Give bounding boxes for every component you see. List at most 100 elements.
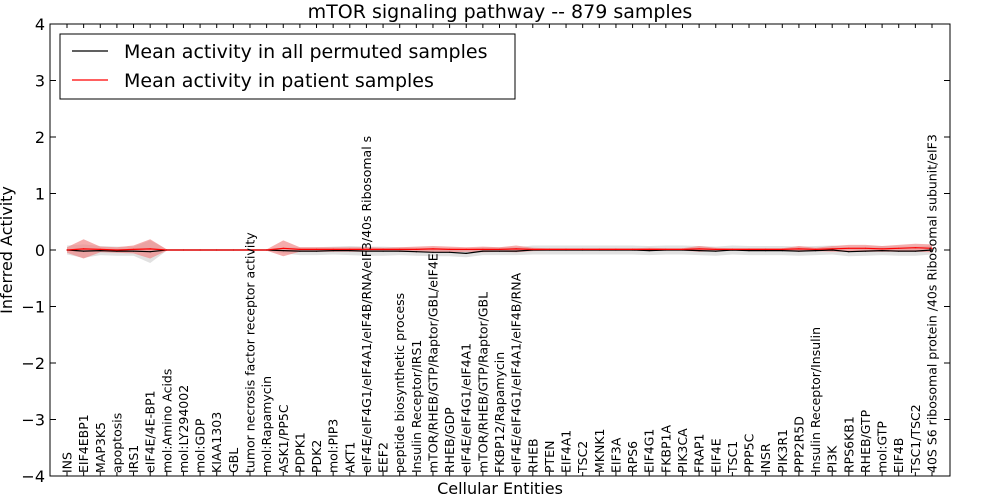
x-tick-label: EIF4G1 [642, 429, 657, 473]
point-series-0-18 [365, 250, 367, 252]
point-series-0-16 [332, 250, 334, 252]
point-series-1-2 [99, 248, 101, 250]
point-series-0-38 [698, 250, 700, 252]
point-series-1-29 [548, 248, 551, 250]
point-series-1-37 [681, 248, 684, 250]
point-series-0-1 [83, 250, 85, 252]
point-series-1-1 [83, 248, 85, 250]
x-tick-label: mTOR/RHEB/GTP/Raptor/GBL [475, 292, 490, 473]
x-tick-label: KIAA1303 [209, 412, 224, 473]
point-series-0-46 [831, 249, 833, 251]
x-tick-label: TSC1 [725, 441, 740, 474]
y-axis-label: Inferred Activity [0, 186, 16, 314]
point-series-1-34 [632, 248, 634, 250]
point-series-1-36 [665, 248, 667, 250]
x-tick-label: INS [60, 452, 75, 473]
point-series-1-35 [648, 248, 650, 250]
point-series-0-19 [382, 250, 384, 252]
point-series-0-23 [449, 251, 451, 253]
point-series-1-33 [615, 248, 617, 250]
plot-frame [49, 23, 951, 477]
point-series-1-15 [315, 248, 318, 250]
point-series-1-17 [349, 248, 351, 250]
x-tick-label: 40S S6 ribosomal protein /40s Ribosomal … [925, 134, 940, 473]
point-series-0-39 [715, 250, 717, 252]
x-tick-label: PIK3R1 [775, 429, 790, 473]
point-series-1-23 [449, 248, 451, 250]
point-series-1-16 [332, 248, 334, 250]
x-tick-label: RHEB/GDP [442, 407, 457, 473]
point-series-0-20 [399, 250, 401, 252]
point-series-1-8 [199, 249, 201, 251]
x-tick-label: FRAP1 [692, 434, 707, 473]
point-series-0-3 [116, 250, 118, 252]
point-series-1-39 [715, 248, 717, 250]
point-series-0-22 [432, 251, 434, 253]
point-series-1-31 [582, 248, 584, 250]
point-series-1-4 [132, 248, 135, 250]
point-series-1-30 [565, 248, 567, 250]
point-series-1-38 [698, 248, 700, 250]
point-series-0-44 [798, 250, 800, 252]
x-tick-label: RPS6 [625, 441, 640, 473]
point-series-0-2 [99, 250, 101, 252]
point-series-1-12 [266, 249, 268, 251]
point-series-1-52 [931, 247, 933, 249]
point-series-1-50 [898, 247, 900, 249]
point-series-1-13 [282, 247, 284, 249]
x-tick-label: MAP3K5 [93, 422, 108, 473]
legend-label-patient: Mean activity in patient samples [124, 70, 434, 92]
x-tick-label: AKT1 [342, 442, 357, 473]
point-series-1-14 [299, 248, 301, 250]
point-series-1-32 [598, 248, 600, 250]
x-tick-label: GBL [226, 448, 241, 473]
x-tick-label: apoptosis [109, 413, 124, 473]
point-series-1-51 [914, 247, 917, 249]
point-series-1-21 [415, 248, 417, 250]
y-tick-label: 4 [35, 15, 45, 34]
point-series-0-13 [282, 250, 284, 252]
legend-box [59, 33, 516, 100]
y-tick-label: 2 [35, 128, 45, 147]
point-series-0-35 [648, 250, 650, 252]
y-tick-label: −4 [21, 467, 45, 486]
point-series-0-43 [781, 250, 783, 252]
point-series-1-5 [149, 248, 151, 250]
x-tick-label: PDK2 [309, 440, 324, 473]
chart-title: mTOR signaling pathway -- 879 samples [308, 1, 693, 23]
point-series-0-25 [482, 250, 484, 252]
x-tick-label: RPS6KB1 [841, 416, 856, 473]
point-series-0-41 [748, 250, 750, 252]
point-series-1-7 [182, 249, 184, 251]
point-series-0-52 [931, 249, 933, 251]
x-tick-label: mTOR/RHEB/GTP/Raptor/GBL/eIF4E [426, 253, 441, 473]
x-tick-label: PPP2R5D [791, 416, 806, 473]
y-tick-label: −3 [21, 411, 45, 430]
x-tick-label: mol:GTP [875, 421, 890, 473]
y-axis-ticks: −4 −3 −2 −1 0 1 2 3 4 [21, 15, 950, 486]
point-series-1-11 [249, 249, 251, 251]
x-tick-label: PPP5C [742, 433, 757, 473]
x-tick-label: PI3K [825, 445, 840, 473]
x-axis-label: Cellular Entities [437, 479, 563, 498]
point-series-1-45 [815, 248, 817, 250]
point-series-1-28 [532, 248, 534, 250]
y-tick-label: −2 [21, 354, 45, 373]
x-tick-label: EIF4B [891, 438, 906, 473]
point-series-0-4 [132, 250, 135, 252]
x-tick-label: EIF4E [708, 438, 723, 473]
x-tick-label: eIF4E/eIF4G1/eIF4A1 [459, 343, 474, 473]
point-series-0-47 [848, 251, 850, 253]
legend-label-permuted: Mean activity in all permuted samples [124, 41, 487, 63]
point-series-0-27 [515, 250, 517, 252]
y-tick-label: 3 [35, 72, 45, 91]
point-series-0-24 [465, 252, 467, 254]
x-tick-label: TSC1/TSC2 [908, 404, 923, 474]
x-tick-label: INSR [758, 443, 773, 473]
point-series-1-6 [166, 249, 168, 251]
point-series-0-50 [898, 250, 900, 252]
x-tick-label: EIF3A [608, 437, 623, 473]
x-tick-label: PIK3CA [675, 428, 690, 473]
x-tick-label: FKBP1A [658, 425, 673, 473]
point-series-1-10 [232, 249, 234, 251]
